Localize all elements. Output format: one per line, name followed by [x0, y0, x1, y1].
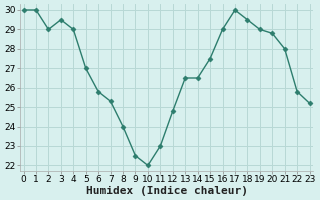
X-axis label: Humidex (Indice chaleur): Humidex (Indice chaleur) — [85, 186, 248, 196]
